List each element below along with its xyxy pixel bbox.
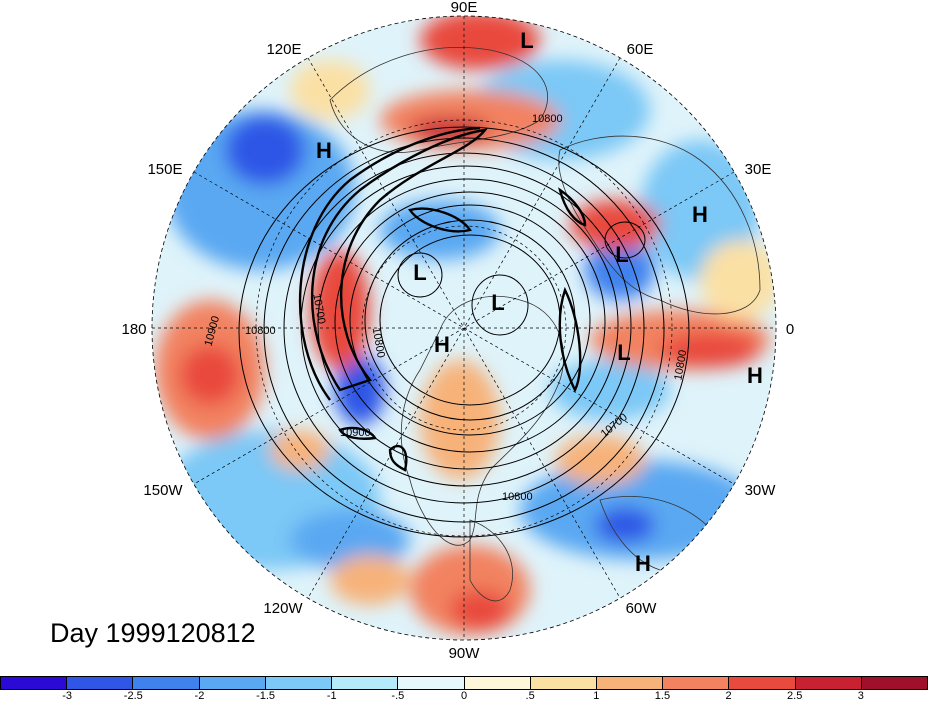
contour-label: 10800: [245, 325, 276, 337]
low-pressure-label: L: [617, 340, 630, 365]
lon-label-180: 180: [121, 321, 146, 338]
lon-label-120w: 120W: [263, 600, 303, 617]
lon-label-30w: 30W: [745, 482, 777, 499]
anomaly-field: [152, 16, 776, 640]
colorbar-tick-label: -.5: [391, 690, 405, 702]
jet-contours: [298, 126, 587, 472]
lon-label-120e: 120E: [266, 41, 301, 58]
colorbar-tick-label: 1: [593, 690, 600, 702]
lon-label-0: 0: [786, 321, 794, 338]
colorbar-tick-label: 2: [725, 690, 732, 702]
contour-label: 10800: [672, 349, 689, 381]
lon-label-60w: 60W: [626, 600, 658, 617]
contour-label: 10800: [532, 113, 563, 125]
colorbar-swatch: [67, 677, 134, 689]
colorbar-tick-label: .5: [525, 690, 535, 702]
lon-label-90e: 90E: [451, 0, 478, 16]
contour-label: 10800: [502, 491, 533, 503]
lon-label-90w: 90W: [449, 645, 481, 660]
colorbar-tick-label: -3: [62, 690, 73, 702]
colorbar-swatch: [332, 677, 399, 689]
high-pressure-label: H: [692, 202, 708, 227]
colorbar-tick-label: -1: [326, 690, 337, 702]
high-pressure-label: H: [434, 332, 450, 357]
colorbar-swatch: [464, 677, 531, 689]
colorbar-boxes: [0, 676, 928, 690]
colorbar-swatch: [596, 677, 664, 689]
contour-label: 10700: [310, 293, 327, 325]
colorbar-tick-label: -1.5: [256, 690, 276, 702]
high-pressure-label: H: [747, 363, 763, 388]
lon-label-150e: 150E: [147, 161, 182, 178]
polar-stereographic-map: 90E 60E 30E 0 30W 60W 90W 120W 150W 180 …: [121, 0, 794, 660]
colorbar: -3 -2.5 -2 -1.5 -1 -.5 0 .5 1 1.5 2 2.5 3: [0, 676, 928, 702]
lon-label-30e: 30E: [745, 161, 772, 178]
colorbar-swatch: [861, 677, 928, 689]
colorbar-swatch: [398, 677, 465, 689]
low-pressure-label: L: [491, 290, 504, 315]
colorbar-swatch: [795, 677, 862, 689]
low-pressure-label: L: [615, 242, 628, 267]
lon-label-150w: 150W: [143, 482, 183, 499]
colorbar-tick-label: 0: [460, 690, 468, 702]
lon-label-60e: 60E: [627, 41, 654, 58]
colorbar-tick-label: 2.5: [787, 690, 803, 702]
colorbar-swatch: [530, 677, 597, 689]
colorbar-tick-label: 1.5: [654, 690, 671, 702]
colorbar-swatch: [729, 677, 796, 689]
high-pressure-label: H: [316, 138, 332, 163]
colorbar-swatch: [265, 677, 333, 689]
colorbar-tick-label: 3: [857, 690, 864, 702]
colorbar-swatch: [663, 677, 730, 689]
day-label: Day 1999120812: [50, 618, 256, 648]
contour-label: 10800: [370, 327, 387, 359]
colorbar-tick-label: -2: [194, 690, 205, 702]
contour-label: 10900: [340, 427, 371, 439]
colorbar-swatch: [133, 677, 200, 689]
map-boundary: [151, 15, 777, 641]
low-pressure-label: L: [413, 260, 426, 285]
graticule: [152, 16, 776, 640]
high-pressure-label: H: [635, 551, 651, 576]
colorbar-swatch: [199, 677, 266, 689]
colorbar-tick-label: -2.5: [123, 690, 143, 702]
colorbar-swatch: [1, 677, 68, 689]
low-pressure-label: L: [520, 28, 533, 53]
